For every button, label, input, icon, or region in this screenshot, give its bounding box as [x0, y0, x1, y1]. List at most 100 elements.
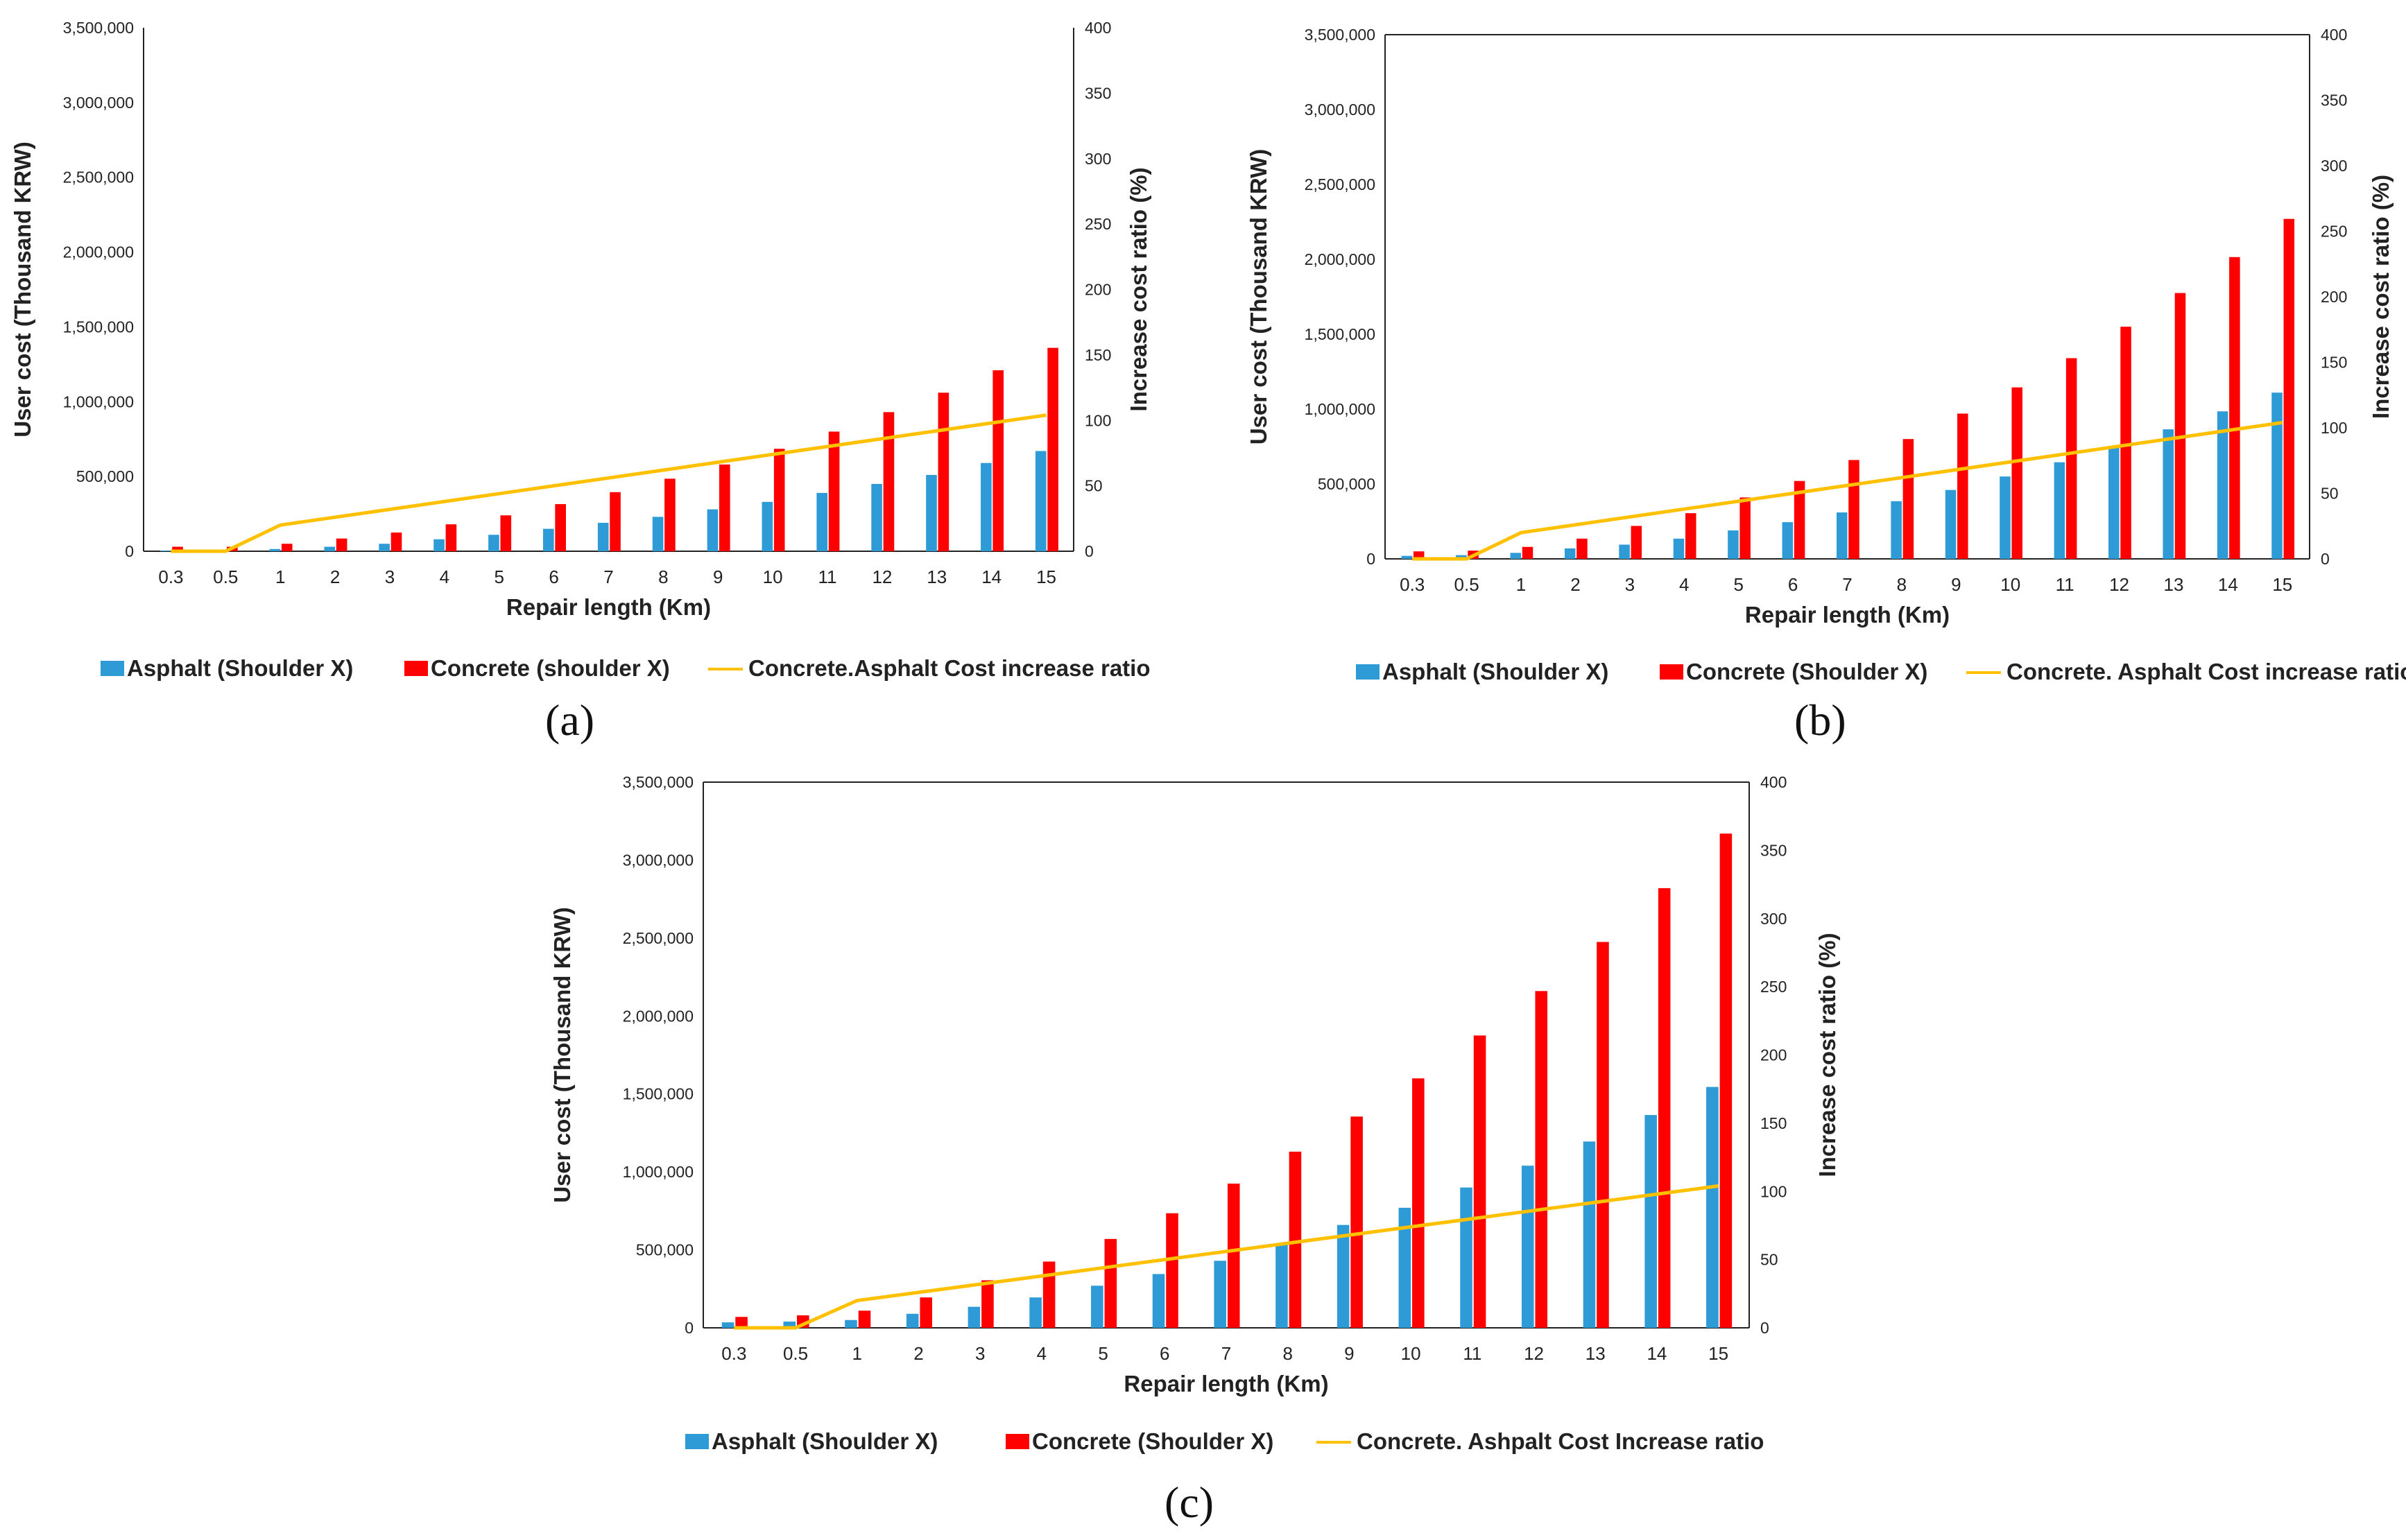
- y-tick-label: 3,000,000: [1305, 101, 1375, 119]
- asphalt-bar-7: [1214, 1261, 1226, 1328]
- y2-axis-title: Increase cost ratio (%): [1814, 933, 1840, 1177]
- concrete-bar-7: [1848, 460, 1859, 559]
- y2-tick-label: 150: [2321, 354, 2347, 372]
- asphalt-bar-8: [652, 517, 664, 551]
- x-tick-label: 7: [1842, 574, 1852, 595]
- y-tick-label: 500,000: [636, 1241, 694, 1259]
- concrete-bar-11: [1473, 1035, 1486, 1328]
- concrete-bar-10: [2011, 387, 2022, 559]
- legend-swatch-concrete: [404, 661, 428, 676]
- asphalt-bar-15: [2271, 392, 2283, 559]
- y2-tick-label: 100: [1085, 411, 1111, 429]
- asphalt-bar-10: [762, 501, 773, 551]
- x-tick-label: 11: [1463, 1343, 1481, 1364]
- x-tick-label: 13: [1586, 1343, 1606, 1364]
- asphalt-bar-14: [981, 462, 992, 551]
- asphalt-bar-5: [1728, 530, 1739, 559]
- x-tick-label: 9: [1951, 574, 1961, 595]
- y-tick-label: 2,500,000: [1305, 175, 1375, 193]
- y2-tick-label: 400: [1760, 773, 1787, 791]
- asphalt-bar-2: [324, 546, 336, 551]
- y-tick-label: 3,500,000: [1305, 26, 1375, 44]
- x-tick-label: 1: [275, 566, 285, 587]
- x-tick-label: 12: [872, 566, 892, 587]
- x-tick-label: 2: [330, 566, 340, 587]
- x-tick-label: 2: [913, 1343, 923, 1364]
- concrete-bar-2: [1576, 538, 1588, 559]
- x-tick-label: 9: [1344, 1343, 1354, 1364]
- chart-b: 0 500,000 1,000,000 1,500,000 2,000,000 2,500…: [1246, 26, 2406, 684]
- asphalt-bar-11: [1460, 1187, 1472, 1328]
- concrete-bar-6: [1166, 1213, 1178, 1328]
- x-tick-label: 6: [549, 566, 558, 587]
- ratio-line: [171, 413, 1047, 553]
- y2-tick-label: 150: [1085, 346, 1111, 364]
- concrete-bar-8: [1289, 1151, 1302, 1328]
- legend-label-2: Concrete.Asphalt Cost increase ratio: [748, 655, 1151, 681]
- legend-label-0: Asphalt (Shoulder X): [712, 1428, 938, 1454]
- y2-tick-label: 100: [1760, 1182, 1787, 1200]
- asphalt-bar-1: [269, 548, 281, 551]
- concrete-bar-9: [719, 464, 730, 551]
- y-tick-label: 1,500,000: [623, 1085, 694, 1103]
- y2-tick-label: 300: [1085, 150, 1111, 168]
- concrete-bar-11: [828, 431, 840, 551]
- asphalt-bar-2: [1564, 548, 1576, 559]
- x-tick-label: 7: [603, 566, 613, 587]
- asphalt-bar-0.3: [1401, 555, 1413, 559]
- asphalt-bar-14: [2217, 411, 2228, 559]
- asphalt-bar-11: [2054, 462, 2065, 559]
- x-tick-label: 10: [763, 566, 783, 587]
- concrete-bar-0.3: [1413, 551, 1425, 559]
- x-tick-label: 8: [1282, 1343, 1292, 1364]
- x-axis-title: Repair length (Km): [1745, 602, 1950, 628]
- concrete-bar-10: [1412, 1078, 1425, 1328]
- x-tick-label: 14: [2218, 574, 2238, 595]
- legend-label-0: Asphalt (Shoulder X): [127, 655, 353, 681]
- x-tick-label: 4: [440, 566, 449, 587]
- y2-tick-label: 350: [1760, 841, 1787, 859]
- concrete-bar-2: [336, 538, 347, 551]
- concrete-bar-0.3: [172, 546, 183, 551]
- x-tick-label: 14: [1647, 1343, 1667, 1364]
- asphalt-bar-9: [1337, 1225, 1350, 1328]
- y2-tick-label: 250: [1085, 215, 1111, 233]
- concrete-bar-1: [281, 544, 293, 551]
- concrete-bar-1: [1522, 546, 1533, 559]
- y2-tick-label: 200: [1760, 1046, 1787, 1064]
- asphalt-bar-0.5: [783, 1322, 796, 1328]
- y2-axis-title: Increase cost ratio (%): [2368, 175, 2394, 419]
- asphalt-bar-4: [1673, 538, 1685, 559]
- asphalt-bar-11: [816, 492, 828, 551]
- x-tick-label: 3: [975, 1343, 985, 1364]
- x-axis-title: Repair length (Km): [506, 594, 711, 620]
- asphalt-bar-5: [1091, 1286, 1103, 1328]
- asphalt-bar-14: [1644, 1115, 1657, 1328]
- y2-axis-title: Increase cost ratio (%): [1126, 167, 1151, 411]
- concrete-bar-15: [1047, 347, 1058, 551]
- concrete-bar-3: [1631, 526, 1642, 559]
- concrete-bar-6: [555, 504, 566, 551]
- x-tick-label: 5: [1733, 574, 1743, 595]
- concrete-bar-5: [500, 515, 512, 551]
- x-tick-label: 6: [1160, 1343, 1169, 1364]
- x-tick-label: 7: [1221, 1343, 1231, 1364]
- y-tick-label: 0: [685, 1319, 694, 1337]
- y-tick-label: 2,000,000: [623, 1007, 694, 1025]
- y2-tick-label: 400: [2321, 26, 2347, 44]
- y2-tick-label: 200: [2321, 288, 2347, 306]
- asphalt-bar-3: [1619, 544, 1630, 559]
- concrete-bar-4: [445, 524, 457, 551]
- y-tick-label: 1,000,000: [1305, 400, 1375, 418]
- asphalt-bar-10: [2000, 476, 2011, 559]
- y2-tick-label: 0: [1085, 542, 1094, 560]
- concrete-bar-5: [1739, 497, 1751, 559]
- y2-tick-label: 150: [1760, 1114, 1787, 1132]
- x-tick-label: 3: [1625, 574, 1635, 595]
- y2-tick-label: 50: [1085, 477, 1103, 495]
- legend-label-1: Concrete (shoulder X): [431, 655, 670, 681]
- x-tick-label: 4: [1037, 1343, 1047, 1364]
- y-tick-label: 1,000,000: [63, 392, 134, 410]
- legend-label-0: Asphalt (Shoulder X): [1382, 659, 1608, 684]
- x-tick-label: 6: [1788, 574, 1798, 595]
